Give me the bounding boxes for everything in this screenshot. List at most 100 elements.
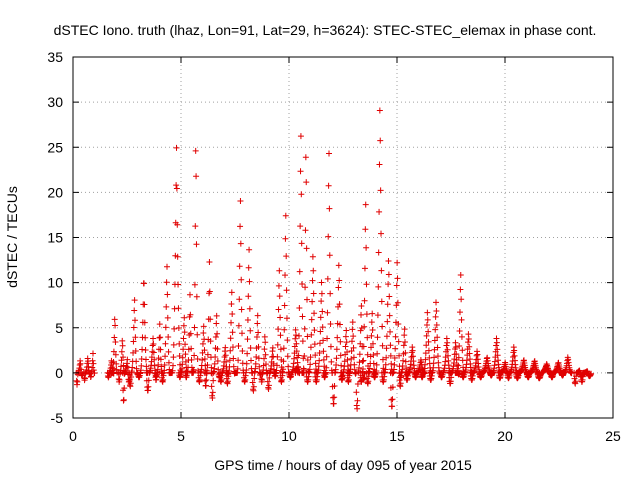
data-point xyxy=(266,374,273,381)
data-point xyxy=(387,352,394,359)
data-point xyxy=(301,352,308,359)
data-point xyxy=(387,328,394,335)
data-point xyxy=(282,212,289,219)
chart-title: dSTEC Iono. truth (lhaz, Lon=91, Lat=29,… xyxy=(54,22,597,38)
data-point xyxy=(281,302,288,309)
data-point xyxy=(386,312,393,319)
data-point xyxy=(191,281,198,288)
data-point xyxy=(431,354,438,361)
data-point xyxy=(111,334,118,341)
data-point xyxy=(226,357,233,364)
data-point xyxy=(202,382,209,389)
data-point xyxy=(283,253,290,260)
data-point xyxy=(315,363,322,370)
data-point xyxy=(303,245,310,252)
data-point xyxy=(138,362,145,369)
data-point xyxy=(213,312,220,319)
data-point xyxy=(131,317,138,324)
data-point xyxy=(424,316,431,323)
data-point xyxy=(295,352,302,359)
data-point xyxy=(228,300,235,307)
data-point xyxy=(394,259,401,266)
data-point xyxy=(208,364,215,371)
data-point xyxy=(254,312,261,319)
data-point xyxy=(324,335,331,342)
data-point xyxy=(434,353,441,360)
y-tick-label: 10 xyxy=(47,275,63,291)
data-point xyxy=(368,332,375,339)
data-point xyxy=(344,348,351,355)
data-point xyxy=(206,258,213,265)
data-point xyxy=(349,319,356,326)
data-point xyxy=(316,357,323,364)
data-point xyxy=(130,338,137,345)
data-arc xyxy=(73,357,86,388)
data-point xyxy=(206,288,213,295)
data-point xyxy=(423,322,430,329)
data-point xyxy=(378,298,385,305)
data-point xyxy=(385,281,392,288)
data-point xyxy=(456,327,463,334)
data-point xyxy=(453,351,460,358)
data-point xyxy=(333,355,340,362)
data-point xyxy=(299,313,306,320)
data-point xyxy=(193,241,200,248)
data-point xyxy=(368,319,375,326)
data-point xyxy=(119,342,126,349)
data-point xyxy=(354,405,361,412)
data-point xyxy=(150,349,157,356)
data-point xyxy=(181,314,188,321)
data-point xyxy=(254,320,261,327)
data-point xyxy=(193,293,200,300)
data-point xyxy=(255,329,262,336)
data-point xyxy=(157,334,164,341)
data-point xyxy=(308,331,315,338)
data-point xyxy=(190,366,197,373)
data-point xyxy=(458,316,465,323)
data-point xyxy=(200,329,207,336)
data-point xyxy=(244,336,251,343)
data-point xyxy=(356,359,363,366)
data-point xyxy=(391,361,398,368)
data-point xyxy=(308,316,315,323)
data-point xyxy=(151,356,158,363)
data-point xyxy=(141,319,148,326)
y-tick-label: 0 xyxy=(55,365,63,381)
data-point xyxy=(188,356,195,363)
data-point xyxy=(375,249,382,256)
data-point xyxy=(389,384,396,391)
data-point xyxy=(142,334,149,341)
data-point xyxy=(169,367,176,374)
data-point xyxy=(293,340,300,347)
data-point xyxy=(336,277,343,284)
data-point xyxy=(120,396,127,403)
data-point xyxy=(222,352,229,359)
data-point xyxy=(348,348,355,355)
data-point xyxy=(466,343,473,350)
data-point xyxy=(317,314,324,321)
data-point xyxy=(145,377,152,384)
data-point xyxy=(145,383,152,390)
data-point xyxy=(162,353,169,360)
data-point xyxy=(307,361,314,368)
data-point xyxy=(358,311,365,318)
data-point xyxy=(194,331,201,338)
data-point xyxy=(297,133,304,140)
data-point xyxy=(282,272,289,279)
data-point xyxy=(465,335,472,342)
data-point xyxy=(149,348,156,355)
data-point xyxy=(235,342,242,349)
data-point xyxy=(374,312,381,319)
data-point xyxy=(116,376,123,383)
data-arc xyxy=(115,337,128,385)
data-point xyxy=(312,360,319,367)
data-point xyxy=(378,230,385,237)
data-point xyxy=(237,197,244,204)
data-point xyxy=(394,299,401,306)
data-point xyxy=(431,337,438,344)
data-point xyxy=(157,356,164,363)
data-point xyxy=(361,323,368,330)
data-point xyxy=(443,342,450,349)
data-point xyxy=(324,309,331,316)
